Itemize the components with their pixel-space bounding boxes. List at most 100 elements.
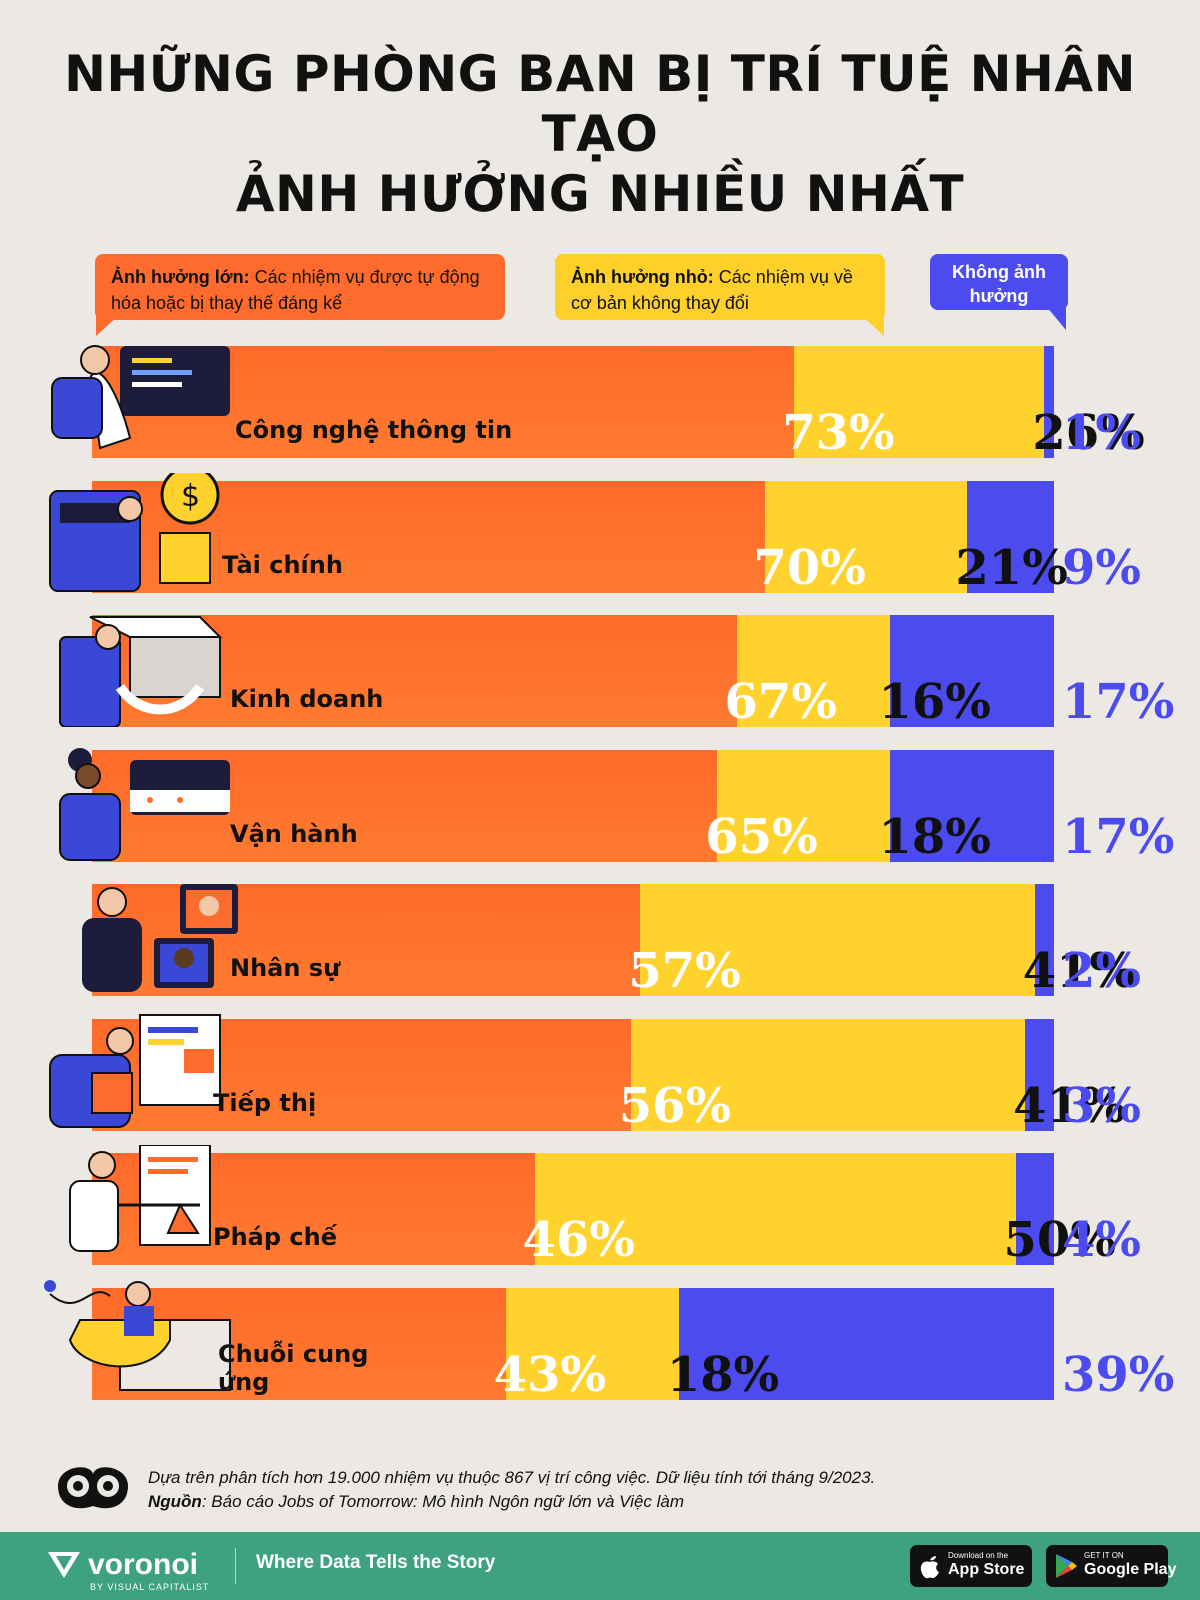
legend-minor-bold: Ảnh hưởng nhỏ: [571,267,714,287]
pct-label-none: 17% [1062,674,1175,730]
pct-label-major: 70% [753,540,866,596]
bar-segment-none [678,1288,1054,1400]
bar-segment-minor [794,346,1045,458]
bar-row: Chuỗi cung ứng 43% 18% 39% [0,1280,1200,1403]
pct-label-major: 57% [628,943,741,999]
pct-label-none: 3% [1062,1078,1142,1134]
bar-row: Nhân sự 57% 41% 2% [0,884,1200,996]
marketing-board-icon [49,1014,221,1128]
voronoi-owl-icon [50,1456,136,1520]
brand-logo[interactable]: voronoi BY VISUAL CAPITALIST [46,1546,208,1592]
category-label: Tiếp thị [213,1089,317,1117]
bar-row: Pháp chế 46% 50% 4% [0,1145,1200,1268]
app-store-small: Download on the [948,1551,1009,1560]
pct-label-none: 4% [1062,1212,1142,1268]
google-play-small: GET IT ON [1084,1551,1124,1560]
pct-label-major: 65% [705,809,818,865]
pct-label-minor: 26% [1032,405,1145,461]
bar-segment-none [890,750,1054,862]
category-label: Chuỗi cung ứng [218,1340,369,1396]
legend-major-bold: Ảnh hưởng lớn: [111,267,250,287]
brand-name: voronoi [88,1548,198,1581]
legend-no-impact: Không ảnh hưởng [930,254,1068,310]
pct-label-minor: 21% [955,540,1068,596]
footer-methodology: Dựa trên phân tích hơn 19.000 nhiệm vụ t… [148,1468,876,1487]
bar-segment-none [967,481,1054,593]
chart-title-line2: ẢNH HƯỞNG NHIỀU NHẤT [235,165,965,223]
legend-minor-text: Các nhiệm vụ về cơ bản không thay đổi [571,267,853,313]
bar-row: Kinh doanh 67% 16% 17% [0,615,1200,727]
pct-label-minor: 50% [1003,1212,1116,1268]
category-label: Kinh doanh [230,685,384,713]
google-play-icon [1056,1554,1077,1578]
footer-source: Nguồn: Báo cáo Jobs of Tomorrow: Mô hình… [148,1490,875,1514]
bar-segment-minor [630,1019,1026,1131]
category-label: Vận hành [230,820,358,848]
operations-calendar-icon [59,748,230,861]
hr-people-icon [82,884,238,992]
footer-source-bold: Nguồn [148,1492,202,1511]
chart-title: NHỮNG PHÒNG BAN BỊ TRÍ TUỆ NHÂN TẠO ẢNH … [0,44,1200,224]
pct-label-none: 2% [1062,943,1142,999]
bar-segment-none [890,615,1054,727]
bar-segment-none [1044,346,1054,458]
category-label: Tài chính [222,551,343,579]
voronoi-logo-icon [48,1552,80,1578]
pct-label-none: 17% [1062,809,1175,865]
app-store-big: App Store [948,1561,1025,1578]
bar-segment-minor [736,615,891,727]
bar-row: Tiếp thị 56% 41% 3% [0,1014,1200,1134]
brand-bar: voronoi BY VISUAL CAPITALIST Where Data … [0,1532,1200,1600]
footer-note: Dựa trên phân tích hơn 19.000 nhiệm vụ t… [148,1466,875,1514]
pct-label-none: 9% [1062,540,1142,596]
pct-label-none: 1% [1062,405,1142,461]
brand-sub: BY VISUAL CAPITALIST [90,1582,210,1592]
business-box-icon [59,616,223,727]
pct-label-minor: 18% [666,1347,780,1403]
legend-major-text: Các nhiệm vụ được tự động hóa hoặc bị th… [111,267,480,313]
legal-scales-icon [69,1145,211,1252]
brand-tagline: Where Data Tells the Story [256,1552,496,1573]
finance-calculator-icon: $ [49,473,220,592]
apple-icon [920,1556,939,1579]
category-label: Pháp chế [213,1223,337,1251]
footer-source-text: : Báo cáo Jobs of Tomorrow: Mô hình Ngôn… [201,1492,685,1511]
bar-segment-minor [505,1288,679,1400]
legend-major-impact: Ảnh hưởng lớn: Các nhiệm vụ được tự động… [95,254,505,320]
bar-segment-minor [765,481,968,593]
category-label: Nhân sự [230,954,341,982]
bar-segment-none [1034,884,1054,996]
bar-row: $ Tài chính 70% 21% 9% [0,473,1200,596]
legend-none-tail [1046,306,1066,330]
chart-title-line1: NHỮNG PHÒNG BAN BỊ TRÍ TUỆ NHÂN TẠO [64,45,1136,163]
pct-label-minor: 18% [878,809,991,865]
bar-segment-minor [717,750,891,862]
supply-chain-icon [44,1280,231,1391]
pct-label-minor: 41% [1013,1078,1126,1134]
pct-label-minor: 41% [1022,943,1136,999]
pct-label-major: 73% [782,405,895,461]
bar-segment-minor [534,1153,1016,1265]
pct-label-none: 39% [1062,1347,1175,1403]
pct-label-major: 46% [522,1212,635,1268]
it-worker-icon [51,345,230,450]
category-label: Công nghệ thông tin [235,416,513,444]
pct-label-major: 56% [618,1078,732,1134]
svg-text:$: $ [181,479,200,514]
legend-major-tail [96,316,118,336]
bar-row: Vận hành 65% 18% 17% [0,748,1200,865]
bar-row: Công nghệ thông tin 73% 26% 1% [0,345,1200,461]
pct-label-major: 67% [724,674,837,730]
legend-none-label: Không ảnh hưởng [952,262,1046,306]
pct-label-major: 43% [493,1347,607,1403]
bar-segment-none [1015,1153,1054,1265]
legend-minor-tail [862,316,884,336]
pct-label-minor: 16% [878,674,991,730]
brand-divider [235,1548,236,1584]
bar-segment-none [1025,1019,1054,1131]
google-play-button[interactable]: GET IT ON Google Play [1046,1545,1176,1587]
app-store-button[interactable]: Download on the App Store [910,1545,1032,1587]
legend-minor-impact: Ảnh hưởng nhỏ: Các nhiệm vụ về cơ bản kh… [555,254,885,320]
bar-segment-minor [640,884,1035,996]
